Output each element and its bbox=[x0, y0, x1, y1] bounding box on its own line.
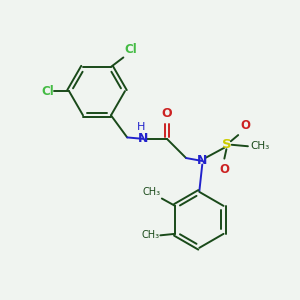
Text: N: N bbox=[138, 132, 148, 146]
Text: N: N bbox=[197, 154, 208, 167]
Text: CH₃: CH₃ bbox=[250, 141, 269, 151]
Text: H: H bbox=[137, 122, 145, 132]
Text: CH₃: CH₃ bbox=[142, 187, 160, 197]
Text: O: O bbox=[219, 163, 229, 176]
Text: Cl: Cl bbox=[124, 43, 137, 56]
Text: O: O bbox=[162, 107, 172, 120]
Text: Cl: Cl bbox=[41, 85, 54, 98]
Text: S: S bbox=[223, 138, 232, 151]
Text: CH₃: CH₃ bbox=[142, 230, 160, 240]
Text: O: O bbox=[241, 119, 251, 132]
